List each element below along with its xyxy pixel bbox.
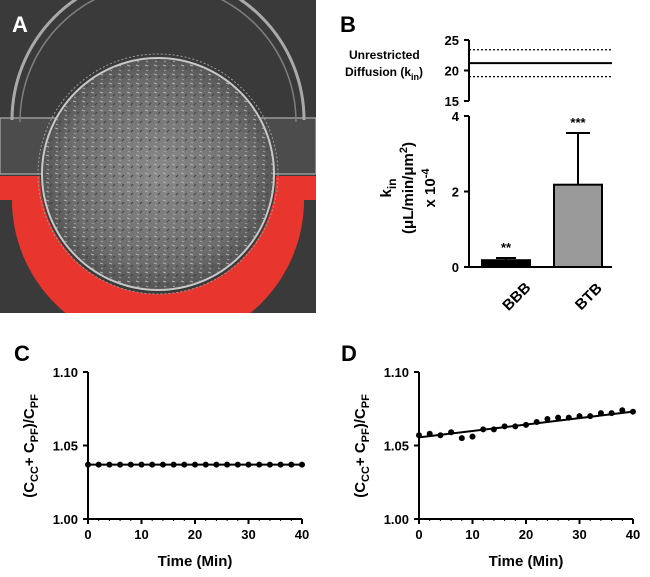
c-data-point — [95, 461, 102, 468]
d-data-point — [555, 414, 562, 421]
b-upper-tick-label-20: 20 — [445, 64, 459, 79]
c-ticks: 0 10 20 30 40 1.00 1.05 1.10 — [53, 365, 310, 542]
bar-btb — [553, 183, 603, 268]
svg-text:x 10-4: x 10-4 — [420, 168, 439, 208]
c-y-axis-label: (CCC+ CPF)/CPF — [21, 394, 41, 498]
d-ticks: 0 10 20 30 40 1.00 1.05 1.10 — [384, 365, 641, 542]
c-x-tick-label: 40 — [295, 527, 309, 542]
c-x-tick-label: 10 — [134, 527, 148, 542]
c-data-point — [277, 461, 284, 468]
d-data-point — [416, 432, 422, 439]
c-data-point — [224, 461, 231, 468]
d-x-axis-label: Time (Min) — [489, 553, 564, 570]
c-x-axis-label: Time (Min) — [158, 553, 233, 570]
outer-chamber-arc-inner — [19, 0, 297, 123]
panel-d-scatter: D 0 10 20 30 40 1.00 1.05 1.10 Time (Min) (CCC+… — [341, 341, 640, 570]
reference-label-line1: Unrestricted — [349, 48, 420, 62]
panel-a-letter: A — [12, 12, 28, 37]
significance-bbb: ** — [501, 240, 512, 255]
d-data-point — [565, 414, 572, 421]
d-y-axis-label: (CCC+ CPF)/CPF — [352, 394, 372, 498]
category-label-btb: BTB — [572, 280, 606, 314]
d-data-point — [512, 423, 519, 430]
c-y-tick-label: 1.10 — [53, 365, 78, 380]
c-data-point — [266, 461, 273, 468]
panel-c-letter: C — [14, 341, 30, 366]
c-data-point — [106, 461, 113, 468]
d-data-point — [458, 435, 465, 442]
d-y-tick-label: 1.10 — [384, 365, 409, 380]
panel-c-scatter: C 0 10 20 30 40 1.00 1.05 1.10 Time (Min) (CCC+… — [14, 341, 309, 570]
c-x-tick-label: 30 — [241, 527, 255, 542]
b-upper-tick-label-15: 15 — [445, 94, 459, 109]
d-data-point — [426, 430, 433, 437]
d-x-tick-label: 30 — [572, 527, 586, 542]
c-data-point — [117, 461, 124, 468]
c-x-tick-label: 0 — [84, 527, 91, 542]
d-data-point — [523, 421, 529, 428]
red-channel-bottom — [12, 176, 304, 313]
c-data-point — [192, 461, 198, 468]
d-data-point — [587, 413, 594, 420]
c-data-point — [85, 461, 91, 468]
c-data-point — [245, 461, 252, 468]
c-y-tick-label: 1.05 — [53, 439, 78, 454]
panel-d-letter: D — [341, 341, 357, 366]
d-data-point — [544, 416, 551, 423]
d-x-tick-label: 0 — [415, 527, 422, 542]
reference-label-line2: Diffusion (kin) — [345, 65, 423, 82]
c-data-point — [234, 461, 241, 468]
d-data-point — [501, 423, 508, 430]
d-data-point — [533, 418, 540, 425]
c-data-point — [170, 461, 177, 468]
d-data-point — [576, 413, 583, 420]
c-x-tick-label: 20 — [188, 527, 202, 542]
c-data-point — [288, 461, 295, 468]
d-data-point — [480, 426, 487, 433]
b-y-axis-label: kin (μL/min/μm2) x 10-4 — [378, 142, 439, 234]
significance-btb: *** — [570, 115, 586, 130]
d-y-tick-label: 1.00 — [384, 512, 409, 527]
c-data-point — [256, 461, 263, 468]
c-data-point — [159, 461, 166, 468]
outer-chamber-arc — [10, 0, 306, 121]
d-data-point — [490, 426, 497, 433]
bar-bbb — [481, 259, 531, 268]
c-data-point — [149, 461, 156, 468]
c-data-point — [127, 461, 134, 468]
chamber-pillar-ring — [37, 53, 279, 295]
d-data-point — [437, 432, 444, 439]
c-points — [85, 461, 305, 468]
c-y-tick-label: 1.00 — [53, 512, 78, 527]
panel-a-micrograph: A — [0, 0, 316, 313]
b-lower-tick-label-4: 4 — [452, 109, 460, 124]
panel-b-bar-chart: B 25 20 15 Unrestricted Diffusion (kin) … — [340, 12, 612, 314]
b-upper-tick-label-25: 25 — [445, 33, 459, 48]
d-points — [416, 407, 636, 442]
b-lower-tick-label-2: 2 — [452, 185, 459, 200]
c-data-point — [202, 461, 209, 468]
d-data-point — [608, 410, 615, 417]
cell-texture — [43, 59, 273, 289]
svg-text:(μL/min/μm2): (μL/min/μm2) — [398, 142, 417, 234]
d-data-point — [597, 410, 604, 417]
d-data-point — [469, 433, 476, 440]
d-data-point — [630, 408, 636, 415]
b-lower-tick-label-0: 0 — [452, 260, 459, 275]
c-data-point — [213, 461, 220, 468]
d-data-point — [619, 407, 626, 414]
d-x-tick-label: 20 — [519, 527, 533, 542]
d-data-point — [448, 429, 455, 436]
d-x-tick-label: 40 — [626, 527, 640, 542]
c-data-point — [138, 461, 145, 468]
d-y-tick-label: 1.05 — [384, 439, 409, 454]
category-label-bbb: BBB — [499, 279, 534, 314]
panel-b-letter: B — [340, 12, 356, 37]
svg-text:kin: kin — [378, 178, 399, 197]
c-data-point — [299, 461, 305, 468]
c-data-point — [181, 461, 188, 468]
d-x-tick-label: 10 — [465, 527, 479, 542]
